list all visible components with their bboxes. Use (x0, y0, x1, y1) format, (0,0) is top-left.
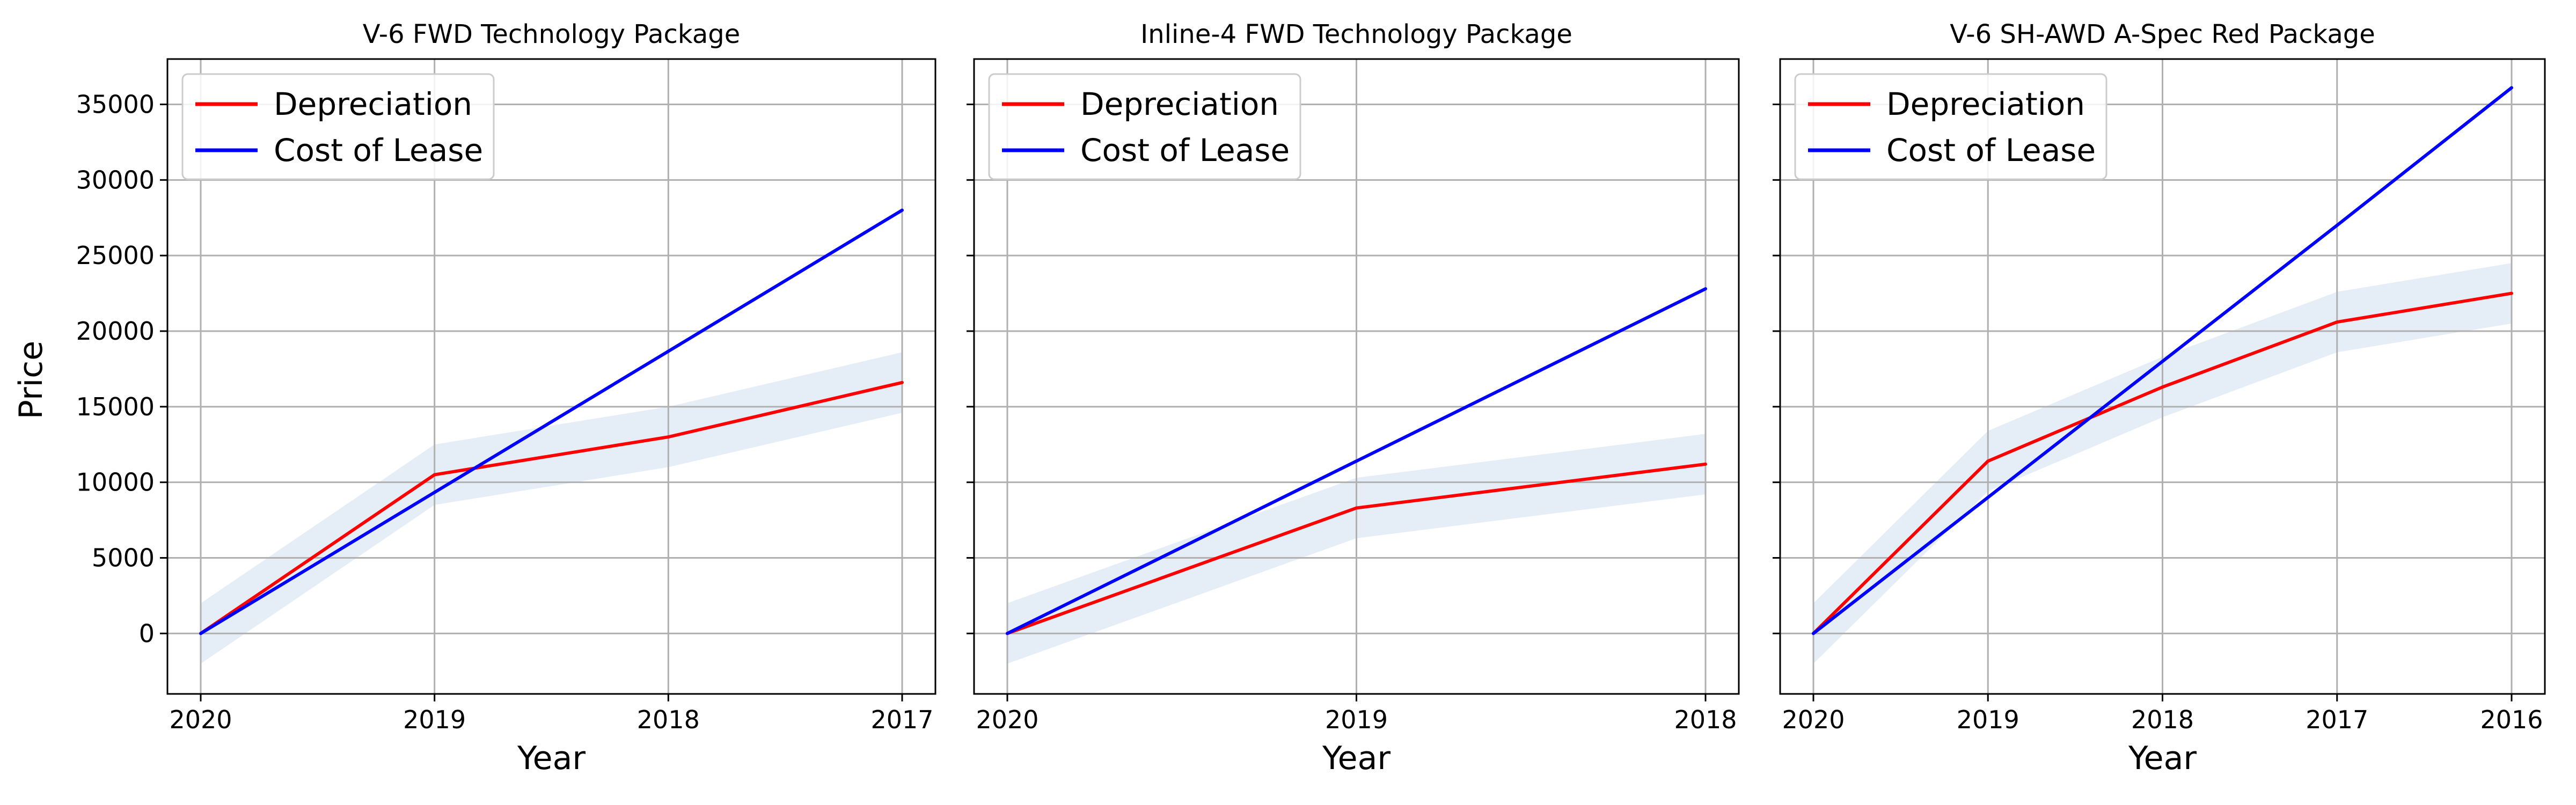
y-tick-label: 0 (139, 619, 155, 648)
legend-box (988, 73, 1301, 180)
data-point (1006, 632, 1009, 635)
data-point (901, 380, 904, 384)
x-tick-label: 2018 (637, 705, 700, 734)
legend-label: Depreciation (1080, 86, 1279, 122)
confidence-band (1813, 263, 2512, 664)
x-tick-label: 2018 (1674, 705, 1737, 734)
data-point (901, 208, 904, 212)
legend-label: Depreciation (1886, 86, 2085, 122)
legend-box (1794, 73, 2107, 180)
x-axis-label: Year (517, 740, 586, 777)
data-point (1986, 459, 1990, 463)
data-point (2161, 360, 2164, 363)
x-tick-label: 2020 (1782, 705, 1845, 734)
chart-panel: V-6 SH-AWD A-Spec Red Package 2020 2019 201… (1773, 19, 2546, 777)
legend-box (181, 73, 495, 180)
data-point (2335, 223, 2339, 227)
x-axis-label: Year (2128, 740, 2197, 777)
y-tick-label: 35000 (76, 90, 155, 119)
legend-label: Cost of Lease (1886, 132, 2096, 169)
x-tick-label: 2017 (870, 705, 933, 734)
y-tick-label: 30000 (76, 165, 155, 194)
x-tick-label: 2018 (2131, 705, 2194, 734)
series-line (200, 209, 903, 635)
y-tick-label: 20000 (76, 317, 155, 346)
data-point (1986, 495, 1990, 499)
data-point (2510, 291, 2513, 295)
x-tick-label: 2020 (169, 705, 232, 734)
data-point (1812, 632, 1815, 635)
data-point (667, 349, 670, 353)
x-tick-label: 2019 (1957, 705, 2019, 734)
y-tick-label: 25000 (76, 241, 155, 270)
x-tick-label: 2019 (1325, 705, 1388, 734)
legend-label: Cost of Lease (274, 132, 483, 169)
x-axis-label: Year (1322, 740, 1391, 777)
legend-label: Depreciation (274, 86, 472, 122)
x-tick-label: 2017 (2306, 705, 2368, 734)
x-tick-label: 2019 (403, 705, 466, 734)
y-tick-label: 15000 (76, 392, 155, 421)
data-point (1704, 462, 1707, 466)
series-line (200, 380, 903, 635)
data-point (2335, 320, 2339, 324)
chart-panels: V-6 FWD Technology Package 0 5000 10000 1500… (76, 19, 2546, 777)
x-tick-label: 2020 (976, 705, 1038, 734)
chart-panel: Inline-4 FWD Technology Package 2020 2019 2… (967, 19, 1740, 777)
chart-panel: V-6 FWD Technology Package 0 5000 10000 1500… (76, 19, 936, 777)
y-tick-label: 5000 (92, 544, 155, 573)
chart-title: Inline-4 FWD Technology Package (1140, 19, 1572, 49)
chart-title: V-6 SH-AWD A-Spec Red Package (1950, 19, 2375, 49)
data-point (2510, 86, 2513, 90)
data-point (1355, 459, 1358, 463)
confidence-band (1007, 434, 1706, 664)
data-point (1704, 287, 1707, 291)
data-point (199, 632, 202, 635)
legend-label: Cost of Lease (1080, 132, 1290, 169)
data-point (433, 491, 436, 494)
axes-frame (166, 58, 936, 695)
data-point (667, 435, 670, 439)
data-point (433, 473, 436, 477)
x-tick-label: 2016 (2480, 705, 2543, 734)
chart-title: V-6 FWD Technology Package (363, 19, 741, 49)
data-point (1355, 506, 1358, 510)
confidence-band (201, 352, 902, 664)
y-tick-label: 10000 (76, 468, 155, 497)
data-point (2161, 385, 2164, 389)
y-axis-label: Price (12, 341, 50, 419)
